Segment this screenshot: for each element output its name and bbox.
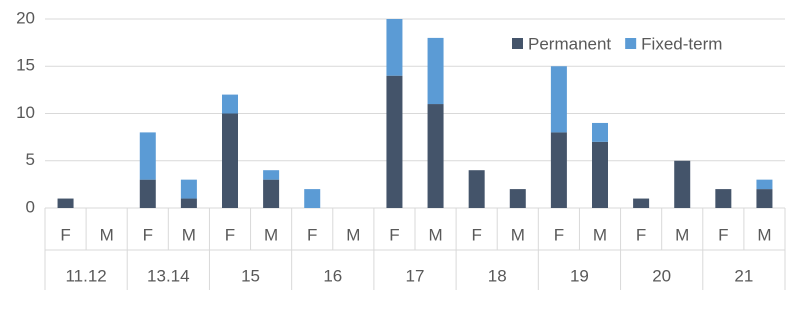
bar-segment [756,189,773,208]
bar-segment [633,198,650,208]
x-tick-label: F [636,225,646,244]
y-tick-label: 15 [16,56,35,75]
y-tick-label: 5 [26,150,35,169]
bar-segment [139,179,156,208]
bar-segment [304,189,321,208]
bar-segment [674,160,691,208]
x-tick-label: M [757,225,771,244]
group-label: 13.14 [147,266,190,285]
bar-segment [550,132,567,208]
x-tick-label: F [554,225,564,244]
x-tick-label: F [307,225,317,244]
legend-swatch [625,38,637,49]
x-tick-label: M [428,225,442,244]
group-label: 11.12 [65,266,106,285]
y-tick-label: 20 [16,8,35,27]
group-label: 19 [570,266,589,285]
x-tick-label: F [718,225,728,244]
x-tick-label: F [389,225,399,244]
bar-segment [468,170,485,208]
bar-segment [427,37,444,105]
group-label: 21 [734,266,753,285]
group-label: 15 [241,266,260,285]
x-tick-label: M [100,225,114,244]
bar-segment [427,104,444,208]
x-tick-label: F [143,225,153,244]
x-tick-label: M [264,225,278,244]
x-tick-label: M [593,225,607,244]
x-tick-label: M [346,225,360,244]
legend-label: Permanent [528,34,611,53]
bar-segment [550,66,567,133]
x-tick-label: M [182,225,196,244]
bar-segment [222,94,238,114]
x-tick-label: M [675,225,689,244]
legend-label: Fixed-term [641,34,722,53]
bar-segment [139,132,156,180]
group-label: 16 [323,266,342,285]
bar-segment [509,189,526,208]
bar-segment [180,179,197,199]
bar-segment [57,198,74,208]
group-label: 18 [488,266,507,285]
bar-segment [592,122,608,142]
group-label: 20 [652,266,671,285]
bar-segment [180,198,197,208]
legend-swatch [512,38,523,49]
bar-segment [263,179,280,208]
bar-segment [592,141,608,208]
x-tick-label: F [60,225,70,244]
bar-segment [386,19,403,76]
y-tick-label: 0 [26,197,35,216]
x-tick-label: F [471,225,481,244]
group-label: 17 [406,266,425,285]
bar-segment [756,179,773,190]
bar-segment [386,75,403,208]
y-tick-label: 10 [16,103,35,122]
x-tick-label: M [511,225,525,244]
bar-segment [222,113,238,208]
x-tick-label: F [225,225,235,244]
bar-segment [715,189,732,208]
bar-segment [263,170,280,180]
